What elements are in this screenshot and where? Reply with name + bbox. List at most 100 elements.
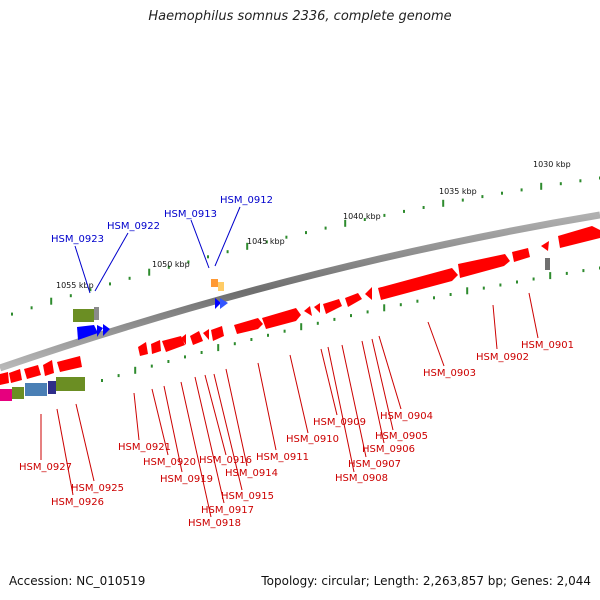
gene-label: HSM_0921 — [118, 442, 171, 453]
feature-block — [94, 307, 99, 320]
major-tick — [466, 287, 469, 295]
gene-label: HSM_0906 — [362, 444, 415, 455]
feature-block — [211, 279, 218, 287]
major-tick — [148, 268, 151, 276]
genome-summary: Topology: circular; Length: 2,263,857 bp… — [261, 574, 591, 588]
feature-block — [218, 282, 224, 291]
forward-strand-genes — [0, 226, 600, 385]
scale-label: 1040 kbp — [343, 212, 381, 221]
minor-tick — [117, 374, 120, 378]
gene-label: HSM_0911 — [256, 452, 309, 463]
highlighted-gene-labels: HSM_0912 HSM_0913 HSM_0922 HSM_0923 — [51, 195, 273, 245]
gene-label: HSM_0925 — [71, 483, 124, 494]
minor-tick — [383, 213, 386, 217]
major-tick — [246, 242, 249, 250]
minor-tick — [416, 299, 419, 303]
minor-tick — [582, 269, 585, 273]
gene-arrow — [458, 254, 510, 278]
gene-label: HSM_0914 — [225, 468, 278, 479]
minor-tick — [305, 231, 307, 235]
gene-label: HSM_0903 — [423, 368, 476, 379]
gene-label: HSM_0917 — [201, 505, 254, 516]
minor-tick — [184, 355, 186, 359]
minor-tick — [482, 286, 485, 290]
feature-arrow — [220, 298, 228, 309]
scale-label: 1045 kbp — [247, 237, 285, 246]
minor-tick — [565, 271, 568, 275]
gene-arrow — [365, 287, 372, 300]
genome-backbone — [0, 211, 600, 372]
major-tick — [50, 297, 53, 305]
gene-arrow — [558, 226, 600, 248]
gene-arrow — [345, 293, 362, 307]
leader-lines — [40, 206, 539, 518]
minor-tick — [226, 250, 229, 254]
gene-arrow — [24, 365, 41, 379]
gene-arrow — [512, 248, 530, 262]
major-tick — [383, 304, 386, 312]
gene-arrow — [203, 329, 209, 340]
feature-block — [56, 377, 85, 391]
minor-tick — [403, 209, 405, 213]
minor-tick — [250, 338, 253, 341]
gene-arrow — [138, 342, 148, 356]
feature-block — [545, 258, 550, 270]
gene-label: HSM_0902 — [476, 352, 529, 363]
major-tick — [442, 199, 445, 207]
minor-tick — [200, 351, 203, 354]
gene-arrow — [43, 360, 54, 376]
gene-label: HSM_0915 — [221, 491, 274, 502]
feature-arrow — [215, 298, 221, 309]
minor-tick — [285, 235, 288, 239]
feature-block — [0, 389, 12, 401]
minor-tick — [233, 342, 236, 346]
gene-label: HSM_0926 — [51, 497, 104, 508]
gene-arrow — [9, 369, 22, 383]
major-tick — [300, 323, 303, 331]
gene-arrow — [323, 299, 342, 314]
minor-tick — [265, 240, 268, 244]
scale-label: 1050 kbp — [152, 260, 190, 269]
gene-label: HSM_0919 — [160, 474, 213, 485]
gene-arrow — [314, 303, 320, 313]
gene-label: HSM_0901 — [521, 340, 574, 351]
minor-tick — [501, 191, 503, 195]
gene-label: HSM_0912 — [220, 195, 273, 206]
gene-label: HSM_0918 — [188, 518, 241, 529]
minor-tick — [399, 303, 402, 307]
colored-features — [0, 258, 550, 401]
minor-tick — [109, 282, 111, 286]
feature-arrow — [103, 324, 110, 336]
gene-arrow — [262, 308, 301, 329]
minor-tick — [449, 293, 452, 296]
scale-label: 1035 kbp — [439, 187, 477, 196]
gene-arrow — [190, 331, 203, 345]
gene-arrow — [378, 268, 458, 300]
minor-tick — [207, 255, 209, 259]
major-tick — [217, 344, 220, 352]
feature-arrow — [97, 325, 103, 337]
gene-labels: HSM_0901 HSM_0902 HSM_0903 HSM_0904 HSM_… — [19, 340, 574, 529]
gene-arrow — [541, 241, 549, 251]
major-tick — [344, 219, 347, 227]
gene-arrow — [162, 336, 185, 352]
scale-label: 1055 kbp — [56, 281, 94, 290]
gene-label: HSM_0922 — [107, 221, 160, 232]
minor-tick — [516, 280, 518, 284]
minor-tick — [283, 329, 286, 333]
minor-tick — [559, 182, 562, 186]
minor-tick — [11, 312, 13, 316]
gene-arrow — [151, 340, 161, 354]
minor-tick — [532, 277, 535, 281]
minor-tick — [461, 198, 464, 202]
gene-label: HSM_0908 — [335, 473, 388, 484]
minor-tick — [366, 310, 369, 314]
minor-tick — [481, 195, 484, 199]
minor-tick — [101, 379, 103, 382]
gene-arrow — [211, 326, 224, 341]
minor-tick — [333, 317, 336, 321]
gene-label: HSM_0905 — [375, 431, 428, 442]
major-tick — [540, 182, 543, 190]
minor-tick — [520, 188, 523, 192]
